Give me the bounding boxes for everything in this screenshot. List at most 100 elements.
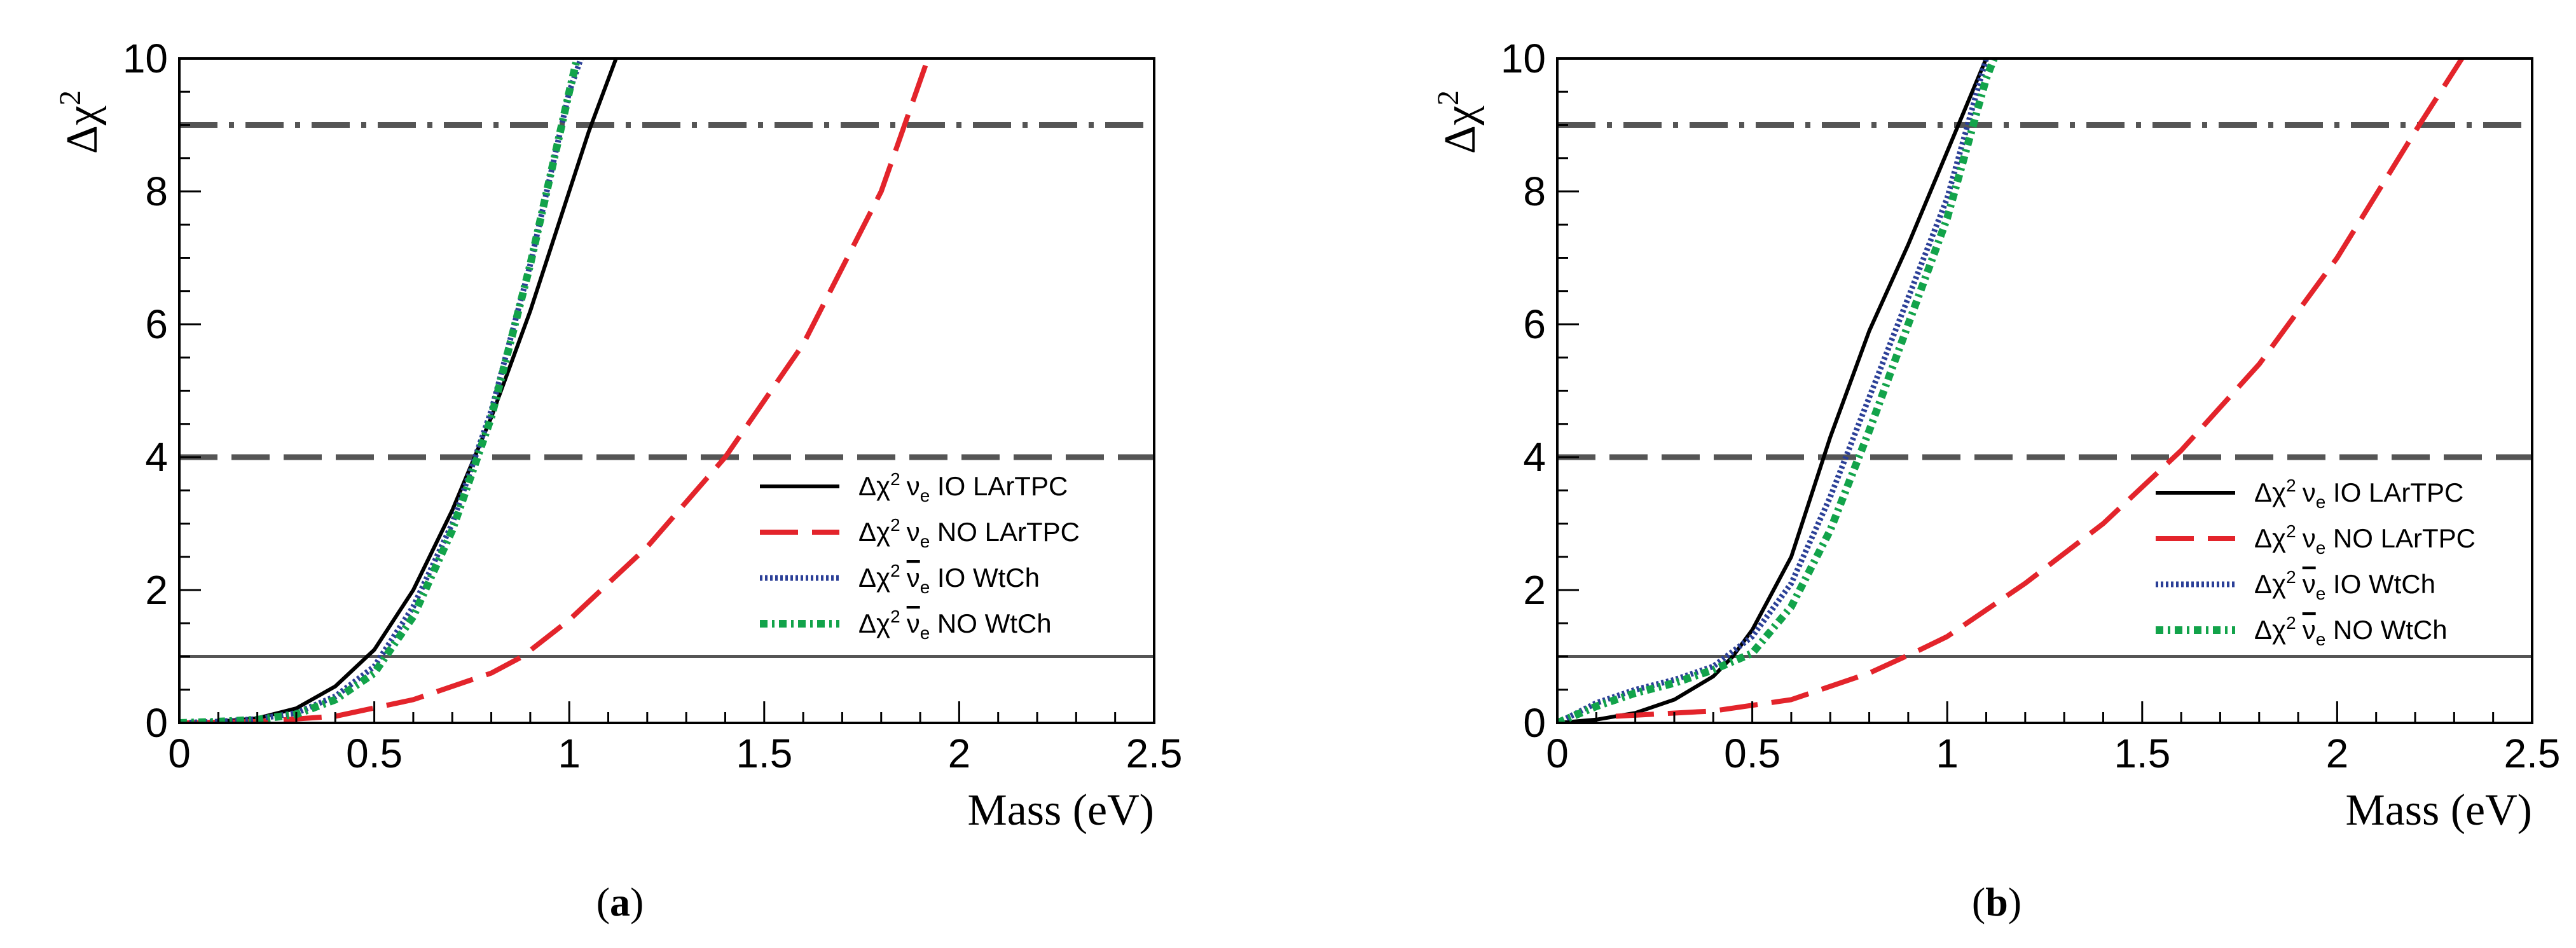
legend-label-tail: IO WtCh bbox=[930, 563, 1040, 593]
legend-label-sup: 2 bbox=[2286, 476, 2296, 495]
x-tick-label: 0 bbox=[1546, 731, 1569, 776]
legend-label-tail: NO LArTPC bbox=[930, 517, 1080, 547]
legend-label-chi: Δχ bbox=[2254, 615, 2286, 645]
legend-label-tail: NO LArTPC bbox=[2325, 523, 2476, 553]
series-line-ve-io-lartpc bbox=[1557, 58, 1988, 723]
legend-label-chi: Δχ bbox=[858, 471, 890, 501]
legend-label-chi: Δχ bbox=[858, 517, 890, 547]
y-axis-title: Δχ2 bbox=[1431, 90, 1485, 154]
x-tick-label: 1.5 bbox=[2114, 731, 2170, 776]
data-curves bbox=[179, 58, 931, 723]
legend-label-nu: ν bbox=[907, 608, 920, 638]
legend-label-chi: Δχ bbox=[2254, 477, 2286, 507]
x-axis-title: Mass (eV) bbox=[2345, 786, 2532, 835]
x-axis-title: Mass (eV) bbox=[967, 786, 1154, 835]
caption-close: ) bbox=[2008, 879, 2022, 924]
legend-label-chi: Δχ bbox=[2254, 569, 2286, 599]
legend-label-sup: 2 bbox=[2286, 613, 2296, 633]
legend-label-sup: 2 bbox=[2286, 521, 2296, 541]
x-tick-label: 2.5 bbox=[1126, 731, 1183, 776]
y-axis-title-base: Δχ bbox=[58, 106, 107, 154]
legend-label-tail: IO WtCh bbox=[2325, 569, 2435, 599]
x-tick-label: 0 bbox=[168, 731, 191, 776]
legend-label-sub: e bbox=[920, 577, 930, 597]
legend-label-chi: Δχ bbox=[858, 563, 890, 593]
legend-label-nu: ν bbox=[2303, 477, 2316, 507]
legend-label-sup: 2 bbox=[2286, 567, 2296, 587]
legend-label-nu: ν bbox=[2303, 569, 2316, 599]
legend-label: Δχ2 νe IO LArTPC bbox=[2254, 476, 2463, 512]
y-tick-label: 4 bbox=[1523, 434, 1546, 480]
x-tick-label: 2 bbox=[948, 731, 971, 776]
legend-label: Δχ2 νe IO WtCh bbox=[858, 561, 1040, 597]
y-tick-label: 4 bbox=[145, 434, 168, 480]
panel-caption: (b) bbox=[1972, 879, 2022, 924]
y-tick-label: 6 bbox=[145, 301, 168, 347]
x-tick-label: 1 bbox=[558, 731, 581, 776]
y-tick-label: 6 bbox=[1523, 301, 1546, 347]
legend-label-sub: e bbox=[2316, 492, 2326, 512]
legend-label-sub: e bbox=[2316, 538, 2326, 558]
legend-label-sup: 2 bbox=[890, 607, 900, 626]
series-line-ve-io-lartpc bbox=[179, 58, 618, 723]
legend-label-tail: NO WtCh bbox=[930, 608, 1051, 638]
x-tick-label: 2 bbox=[2326, 731, 2349, 776]
legend-label-chi: Δχ bbox=[2254, 523, 2286, 553]
legend-label-tail: NO WtCh bbox=[2325, 615, 2447, 645]
legend-label-sub: e bbox=[2316, 584, 2326, 603]
y-axis-title: Δχ2 bbox=[53, 90, 107, 154]
legend-label-sup: 2 bbox=[890, 469, 900, 489]
legend-label-tail: IO LArTPC bbox=[2325, 477, 2463, 507]
legend-label-sup: 2 bbox=[890, 515, 900, 535]
x-tick-label: 1 bbox=[1936, 731, 1959, 776]
legend-label: Δχ2 νe NO WtCh bbox=[858, 607, 1052, 643]
y-tick-label: 0 bbox=[1523, 700, 1546, 746]
series-line-vebar-no-wtch bbox=[1557, 58, 1998, 723]
legend-label-chi: Δχ bbox=[858, 608, 890, 638]
legend-label-nu: ν bbox=[2303, 615, 2316, 645]
y-tick-label: 2 bbox=[1523, 567, 1546, 613]
legend-label: Δχ2 νe NO WtCh bbox=[2254, 613, 2448, 649]
y-tick-label: 8 bbox=[1523, 168, 1546, 214]
caption-open: ( bbox=[596, 879, 610, 924]
y-axis-title-sup: 2 bbox=[53, 90, 87, 106]
legend-label: Δχ2 νe IO WtCh bbox=[2254, 567, 2435, 603]
legend-label-nu: ν bbox=[907, 517, 920, 547]
legend-label-nu: ν bbox=[907, 471, 920, 501]
x-tick-label: 1.5 bbox=[736, 731, 792, 776]
legend-label: Δχ2 νe IO LArTPC bbox=[858, 469, 1068, 505]
caption-open: ( bbox=[1972, 879, 1985, 924]
series-line-ve-no-lartpc bbox=[179, 58, 931, 723]
caption-close: ) bbox=[630, 879, 644, 924]
legend-label-sub: e bbox=[920, 486, 930, 505]
legend-label-sub: e bbox=[2316, 629, 2326, 649]
series-line-vebar-no-wtch bbox=[179, 58, 581, 723]
series-line-vebar-io-wtch bbox=[179, 58, 584, 723]
x-tick-label: 2.5 bbox=[2504, 731, 2561, 776]
y-tick-label: 2 bbox=[145, 567, 168, 613]
y-axis-title-base: Δχ bbox=[1436, 106, 1485, 154]
x-tick-label: 0.5 bbox=[1724, 731, 1780, 776]
x-tick-label: 0.5 bbox=[346, 731, 403, 776]
legend-label-sub: e bbox=[920, 623, 930, 643]
legend-label-tail: IO LArTPC bbox=[930, 471, 1068, 501]
legend-label-nu: ν bbox=[907, 563, 920, 593]
series-line-ve-no-lartpc bbox=[1615, 58, 2464, 719]
y-tick-label: 10 bbox=[1501, 36, 1546, 81]
caption-letter: a bbox=[610, 879, 630, 924]
legend-label: Δχ2 νe NO LArTPC bbox=[2254, 521, 2476, 558]
panel-caption: (a) bbox=[596, 879, 644, 924]
legend-label-sup: 2 bbox=[890, 561, 900, 580]
y-tick-label: 10 bbox=[123, 36, 168, 81]
series-line-vebar-io-wtch bbox=[1557, 58, 1989, 723]
y-axis-title-sup: 2 bbox=[1431, 90, 1465, 106]
legend-label: Δχ2 νe NO LArTPC bbox=[858, 515, 1080, 551]
y-tick-label: 0 bbox=[145, 700, 168, 746]
caption-letter: b bbox=[1985, 879, 2008, 924]
legend-label-nu: ν bbox=[2303, 523, 2316, 553]
